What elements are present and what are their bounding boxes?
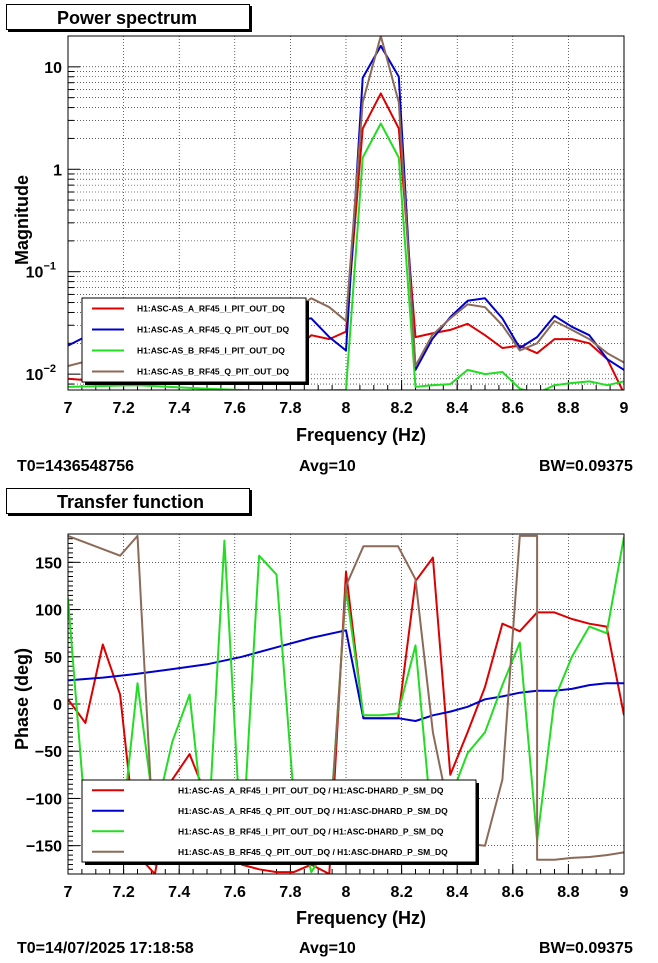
y-tick-label: −100: [26, 791, 62, 808]
y-tick-label: 100: [35, 603, 62, 620]
t0-label: T0=1436548756: [17, 458, 134, 475]
x-tick-label: 8.4: [446, 400, 468, 417]
plot-frame: [67, 533, 625, 875]
x-tick-label: 7.6: [224, 884, 246, 901]
x-tick-label: 8.6: [502, 884, 524, 901]
avg-label: Avg=10: [299, 940, 356, 957]
bw-label: BW=0.09375: [539, 458, 633, 475]
x-tick-label: 7.2: [112, 400, 134, 417]
x-tick-label: 7: [64, 884, 73, 901]
y-axis-label: Magnitude: [12, 175, 32, 265]
x-axis-label: Frequency (Hz): [296, 425, 426, 445]
legend-entry-label: H1:ASC-AS_B_RF45_Q_PIT_OUT_DQ / H1:ASC-D…: [178, 847, 448, 857]
x-axis-label: Frequency (Hz): [296, 908, 426, 928]
y-tick-label: 0: [53, 697, 62, 714]
legend-entry-label: H1:ASC-AS_B_RF45_I_PIT_OUT_DQ / H1:ASC-D…: [178, 826, 444, 836]
power-spectrum-chart[interactable]: 7 7.2 7.4 7.6 7.8 8 8.2 8.4 8.6 8.8 910−210−1110Fr…: [0, 0, 658, 450]
x-tick-label: 8.2: [390, 400, 412, 417]
avg-label: Avg=10: [299, 458, 356, 475]
transfer-function-title: Transfer function: [6, 488, 250, 514]
power-spectrum-panel: Power spectrum 7 7.2 7.4 7.6 7.8 8 8.2 8.4 8.6 8.…: [0, 0, 658, 475]
legend-entry-label: H1:ASC-AS_A_RF45_Q_PIT_OUT_DQ / H1:ASC-D…: [178, 806, 448, 816]
plot-frame: [67, 35, 625, 391]
x-tick-label: 8.6: [502, 400, 524, 417]
y-axis-label: Phase (deg): [12, 648, 32, 750]
transfer-function-panel: Transfer function 7 7.2 7.4 7.6 7.8 8 8.2 8.4 8.…: [0, 484, 658, 963]
x-tick-label: 7: [64, 400, 73, 417]
x-tick-label: 7.8: [279, 884, 301, 901]
y-tick-label: 150: [35, 555, 62, 572]
x-tick-label: 9: [620, 400, 629, 417]
x-tick-label: 7.2: [112, 884, 134, 901]
bw-label: BW=0.09375: [539, 940, 633, 957]
y-tick-label: 10: [44, 60, 62, 77]
legend-entry-label: H1:ASC-AS_A_RF45_I_PIT_OUT_DQ / H1:ASC-D…: [178, 785, 444, 795]
x-tick-label: 8: [342, 400, 351, 417]
y-tick-exponent: −1: [43, 261, 56, 273]
x-tick-label: 8: [342, 884, 351, 901]
power-spectrum-title: Power spectrum: [6, 4, 250, 30]
legend-entry-label: H1:ASC-AS_B_RF45_Q_PIT_OUT_DQ: [137, 367, 289, 377]
legend-box: [81, 779, 477, 863]
y-tick-exponent: −2: [43, 363, 56, 375]
y-tick-label: 10−2: [26, 363, 56, 384]
x-tick-label: 8.2: [390, 884, 412, 901]
t0-label: T0=14/07/2025 17:18:58: [17, 940, 194, 957]
x-tick-label: 7.8: [279, 400, 301, 417]
legend-box: [81, 297, 307, 383]
y-tick-label: 1: [53, 162, 62, 179]
x-tick-label: 7.6: [224, 400, 246, 417]
legend-entry-label: H1:ASC-AS_B_RF45_I_PIT_OUT_DQ: [137, 346, 285, 356]
legend-entry-label: H1:ASC-AS_A_RF45_I_PIT_OUT_DQ: [137, 304, 285, 314]
x-tick-label: 7.4: [168, 400, 190, 417]
x-tick-label: 8.8: [557, 884, 579, 901]
y-tick-label: −150: [26, 839, 62, 856]
y-tick-label: 50: [44, 650, 62, 667]
series-line: [68, 122, 624, 390]
x-tick-label: 9: [620, 884, 629, 901]
legend: H1:ASC-AS_A_RF45_I_PIT_OUT_DQ / H1:ASC-D…: [81, 779, 479, 865]
transfer-function-chart[interactable]: 7 7.2 7.4 7.6 7.8 8 8.2 8.4 8.6 8.8 9 −150 −100 −50 0 5…: [0, 484, 658, 934]
y-tick-label: −50: [35, 744, 62, 761]
x-tick-label: 8.8: [557, 400, 579, 417]
series-line: [68, 629, 624, 722]
x-tick-label: 8.4: [446, 884, 468, 901]
legend-entry-label: H1:ASC-AS_A_RF45_Q_PIT_OUT_DQ: [137, 325, 289, 335]
x-tick-label: 7.4: [168, 884, 190, 901]
legend: H1:ASC-AS_A_RF45_I_PIT_OUT_DQ H1:ASC-AS_A…: [81, 297, 309, 385]
